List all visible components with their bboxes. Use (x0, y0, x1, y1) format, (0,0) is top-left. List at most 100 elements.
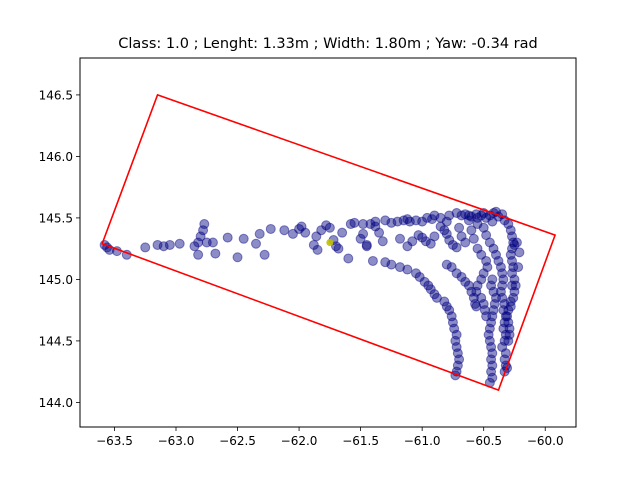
scatter-point (429, 231, 440, 242)
scatter-point (471, 301, 482, 312)
scatter-point (198, 225, 209, 236)
scatter-point (509, 286, 520, 297)
scatter-point (500, 329, 511, 340)
scatter-point (471, 209, 482, 220)
scatter-point (386, 217, 397, 228)
scatter-point (435, 212, 446, 223)
chart-title: Class: 1.0 ; Lenght: 1.33m ; Width: 1.80… (118, 36, 537, 52)
scatter-point (431, 292, 442, 303)
scatter-point (505, 225, 516, 236)
scatter-point (361, 239, 372, 250)
x-axis: −63.5 −63.0 −62.5 −62.0 −61.5 −61.0 −60.5 −60.0 (96, 427, 564, 448)
scatter-point (507, 280, 517, 291)
scatter-point (392, 216, 403, 227)
scatter-point (265, 223, 276, 234)
scatter-point (449, 323, 460, 334)
scatter-point (238, 233, 249, 244)
scatter-point (508, 292, 519, 303)
scatter-point (439, 225, 450, 236)
scatter-point (495, 286, 506, 297)
scatter-point (451, 329, 462, 340)
scatter-point (441, 259, 452, 270)
scatter-point (499, 317, 510, 328)
x-tick-label: −60.0 (527, 434, 564, 448)
scatter-point (510, 280, 521, 291)
y-tick-label: 144.5 (39, 334, 73, 348)
scatter-point (312, 244, 323, 255)
scatter-point (452, 360, 463, 371)
scatter-point (454, 354, 465, 365)
scatter-point (308, 239, 319, 250)
scatter-point (463, 215, 474, 226)
scatter-point (451, 242, 462, 253)
scatter-point (472, 243, 483, 254)
scatter-point (337, 227, 348, 238)
scatter-point (444, 235, 455, 246)
scatter-point (487, 311, 498, 322)
scatter-point (479, 305, 490, 316)
scatter-point (380, 257, 391, 268)
scatter-point (193, 249, 204, 260)
scatter-point (484, 323, 495, 334)
scatter-point (174, 238, 185, 249)
scatter-point (481, 311, 492, 322)
scatter-point (507, 255, 517, 266)
scatter-point (491, 249, 501, 260)
scatter-point (365, 219, 376, 230)
scatter-point (509, 274, 520, 285)
y-tick-label: 145.0 (39, 273, 73, 287)
scatter-point (487, 360, 498, 371)
scatter-point (444, 210, 455, 221)
scatter-point (199, 219, 210, 230)
scatter-point (395, 262, 405, 273)
scatter-point (466, 225, 477, 236)
scatter-point (413, 230, 424, 241)
y-tick-label: 146.0 (39, 150, 73, 164)
scatter-point (422, 212, 433, 223)
scatter-point (296, 221, 307, 232)
x-tick-label: −61.5 (342, 434, 379, 448)
scatter-point (495, 262, 506, 273)
scatter-point (499, 335, 510, 346)
scatter-point (164, 239, 175, 250)
x-tick-label: −62.0 (281, 434, 318, 448)
x-tick-label: −63.5 (96, 434, 133, 448)
scatter-point (333, 243, 344, 254)
scatter-point (210, 248, 221, 259)
scatter-point (454, 222, 465, 233)
scatter-point (487, 348, 498, 359)
scatter-point (451, 342, 462, 353)
y-tick-label: 145.5 (39, 211, 73, 225)
scatter-point (446, 311, 457, 322)
x-tick-label: −60.5 (465, 434, 502, 448)
scatter-point (193, 237, 204, 248)
x-tick-label: −62.5 (219, 434, 256, 448)
scatter-point (207, 237, 218, 248)
scatter-point (486, 342, 497, 353)
scatter-point (487, 216, 498, 227)
scatter-point (472, 212, 483, 223)
scatter-point (345, 219, 356, 230)
scatter-point (491, 292, 501, 303)
scatter-point (486, 366, 497, 377)
scatter-point (441, 216, 452, 227)
scatter-point (316, 225, 327, 236)
scatter-point (429, 289, 440, 300)
scatter-point (497, 268, 508, 279)
scatter-point (511, 237, 522, 248)
scatter-point (441, 228, 452, 239)
scatter-point (468, 233, 479, 244)
scatter-point (488, 243, 499, 254)
scatter-point (450, 335, 461, 346)
points-layer (99, 206, 525, 388)
scatter-point (500, 348, 511, 359)
highlight-layer (326, 239, 334, 246)
scatter-point (411, 268, 421, 279)
scatter-point (452, 348, 463, 359)
scatter-point (259, 249, 270, 260)
scatter-point (435, 221, 446, 232)
scatter-point (497, 280, 508, 291)
scatter-point (505, 249, 516, 260)
scatter-point (466, 211, 477, 222)
scatter-point (470, 299, 481, 309)
